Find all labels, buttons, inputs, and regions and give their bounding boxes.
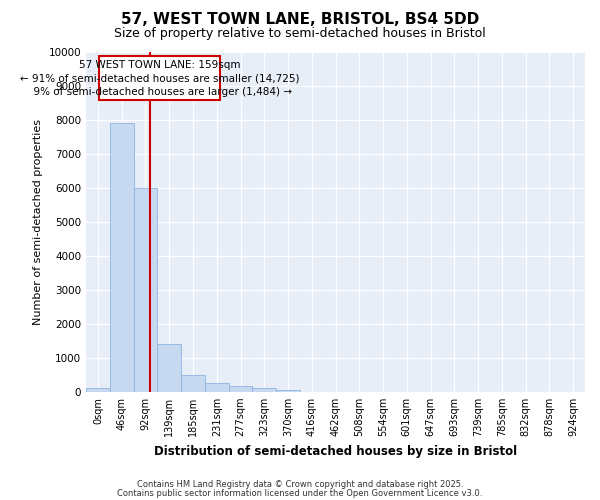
Text: Size of property relative to semi-detached houses in Bristol: Size of property relative to semi-detach…	[114, 28, 486, 40]
Bar	[110, 123, 134, 392]
Bar	[134, 188, 157, 392]
Text: 57 WEST TOWN LANE: 159sqm: 57 WEST TOWN LANE: 159sqm	[79, 60, 241, 70]
Text: 57, WEST TOWN LANE, BRISTOL, BS4 5DD: 57, WEST TOWN LANE, BRISTOL, BS4 5DD	[121, 12, 479, 28]
Text: ← 91% of semi-detached houses are smaller (14,725): ← 91% of semi-detached houses are smalle…	[20, 74, 299, 84]
FancyBboxPatch shape	[99, 56, 220, 100]
Y-axis label: Number of semi-detached properties: Number of semi-detached properties	[33, 118, 43, 324]
Text: Contains HM Land Registry data © Crown copyright and database right 2025.: Contains HM Land Registry data © Crown c…	[137, 480, 463, 489]
Text: Contains public sector information licensed under the Open Government Licence v3: Contains public sector information licen…	[118, 488, 482, 498]
Bar	[229, 386, 253, 392]
X-axis label: Distribution of semi-detached houses by size in Bristol: Distribution of semi-detached houses by …	[154, 444, 517, 458]
Bar	[157, 344, 181, 392]
Bar	[86, 388, 110, 392]
Bar	[276, 390, 300, 392]
Bar	[253, 388, 276, 392]
Bar	[181, 375, 205, 392]
Bar	[205, 384, 229, 392]
Text: 9% of semi-detached houses are larger (1,484) →: 9% of semi-detached houses are larger (1…	[27, 87, 292, 97]
